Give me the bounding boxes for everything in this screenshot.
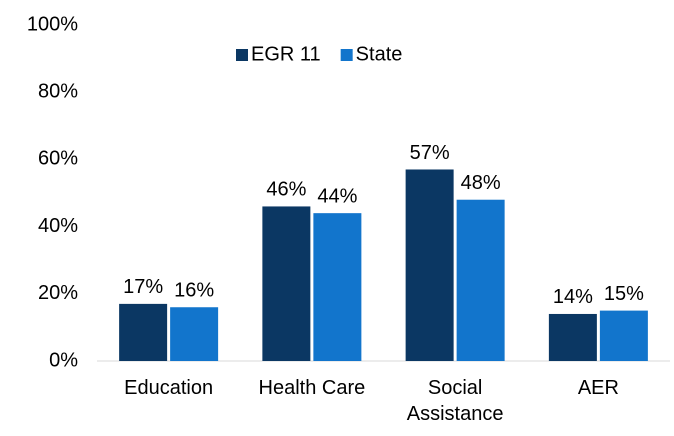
bar <box>262 206 311 361</box>
bar <box>599 310 648 361</box>
bar <box>119 303 168 361</box>
y-tick-label: 40% <box>38 215 78 237</box>
bar <box>456 199 505 361</box>
bar <box>313 213 362 361</box>
y-tick-label: 0% <box>49 349 78 371</box>
x-tick-label: Health Care <box>258 377 366 399</box>
data-label: 14% <box>553 286 593 308</box>
legend-swatch <box>236 49 248 61</box>
y-tick-label: 100% <box>27 13 78 35</box>
data-label: 57% <box>410 142 450 164</box>
data-label: 46% <box>266 179 306 201</box>
data-label: 16% <box>174 280 214 302</box>
legend-swatch <box>340 49 353 61</box>
legend-label: EGR 11 <box>251 43 321 65</box>
x-tick-label: Education <box>124 377 214 399</box>
x-tick-label: AER <box>577 377 619 399</box>
data-label: 17% <box>123 276 163 298</box>
data-label: 15% <box>604 283 644 305</box>
data-label: 48% <box>461 172 501 194</box>
y-tick-label: 80% <box>38 80 78 102</box>
y-tick-label: 60% <box>38 148 78 170</box>
bar <box>548 313 597 361</box>
bar <box>170 307 219 361</box>
legend-label: State <box>356 43 403 65</box>
x-tick-label: Social Assistance <box>406 377 504 425</box>
data-label: 44% <box>317 185 357 207</box>
y-tick-label: 20% <box>38 282 78 304</box>
bar <box>405 169 454 361</box>
